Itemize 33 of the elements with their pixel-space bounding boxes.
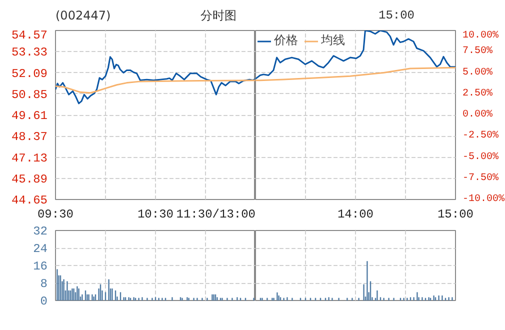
y-tick-label: 45.89: [11, 172, 48, 186]
y2-tick-label: -10.00%: [462, 194, 505, 205]
legend-label: 均线: [321, 32, 345, 49]
y-tick-label: 49.61: [11, 109, 48, 123]
x-tick-label: 09:30: [37, 208, 74, 222]
y2-tick-label: 5.00%: [462, 67, 493, 78]
y-tick-label: 50.85: [11, 88, 48, 102]
y-tick-label: 8: [40, 277, 48, 291]
y-tick-label: 32: [33, 224, 48, 238]
y-tick-label: 44.65: [11, 194, 48, 208]
y2-tick-label: -7.50%: [462, 172, 499, 184]
y2-tick-label: -5.00%: [462, 152, 499, 163]
x-tick-label: 14:00: [337, 208, 374, 222]
y-tick-label: 0: [40, 294, 48, 308]
y2-tick-label: -2.50%: [462, 130, 499, 142]
y2-tick-label: 7.50%: [462, 46, 493, 58]
y2-tick-label: 0.00%: [462, 110, 493, 120]
x-tick-label: 15:00: [437, 208, 474, 222]
chart-subtitle: 分时图: [200, 8, 236, 22]
y-tick-label: 48.37: [11, 130, 48, 144]
y-tick-label: 24: [33, 242, 48, 256]
y-tick-label: 16: [33, 260, 48, 274]
chart-title: (002447): [56, 8, 111, 22]
y-tick-label: 54.57: [11, 28, 48, 42]
x-tick-label: 10:30: [137, 208, 174, 222]
y2-tick-label: 10.00%: [462, 30, 499, 42]
y-tick-label: 47.13: [11, 151, 48, 166]
y2-tick-label: 2.50%: [462, 88, 493, 100]
legend-label: 价格: [274, 32, 298, 49]
y-tick-label: 53.33: [11, 46, 48, 60]
y-tick-label: 52.09: [11, 66, 48, 81]
text: 15:00: [378, 8, 415, 22]
x-tick-label: 11:30/13:00: [176, 208, 256, 222]
